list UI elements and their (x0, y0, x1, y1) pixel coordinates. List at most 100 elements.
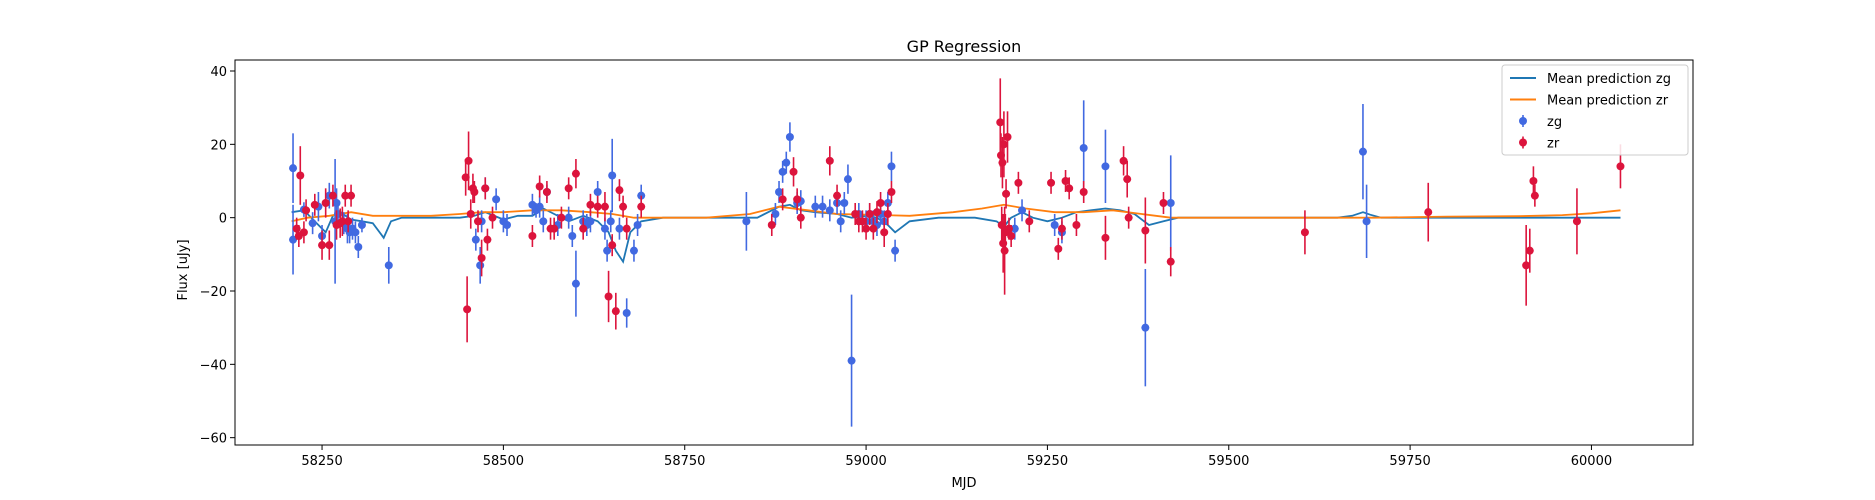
marker-zr (1025, 217, 1034, 226)
y-tick-label: −20 (200, 285, 227, 300)
y-axis-label: Flux [uJy] (176, 239, 191, 300)
marker-zr (793, 195, 802, 204)
marker-zr (1072, 221, 1081, 229)
marker-zr (998, 158, 1007, 167)
data-point-zr (1079, 181, 1088, 203)
y-tick-label: 0 (219, 212, 227, 227)
data-point-zr (341, 184, 350, 207)
data-point-zg (564, 206, 573, 229)
marker-zr (564, 184, 573, 193)
marker-zg (289, 164, 298, 173)
marker-zg (332, 199, 341, 207)
marker-zg (1010, 224, 1019, 233)
marker-zg (836, 217, 845, 226)
data-point-zr (865, 203, 874, 225)
marker-zg (1101, 162, 1110, 171)
marker-zr (557, 213, 566, 222)
data-point-zg (1101, 129, 1110, 203)
data-point-zr (1572, 188, 1581, 255)
chart-title: GP Regression (907, 37, 1022, 56)
marker-zg (1358, 147, 1367, 156)
data-point-zr (1047, 171, 1056, 194)
data-point-zr (1124, 206, 1133, 229)
marker-zr (999, 140, 1008, 149)
data-point-zg (891, 239, 900, 262)
marker-zr (535, 182, 544, 191)
marker-zr (550, 224, 559, 233)
marker-zr (611, 307, 620, 316)
marker-zr (347, 191, 356, 200)
marker-zr (1079, 188, 1088, 196)
x-tick-label: 59750 (1389, 454, 1430, 469)
data-point-zr (488, 206, 497, 229)
data-point-zg (785, 122, 794, 152)
data-point-zr (463, 276, 472, 343)
marker-zg (887, 162, 896, 171)
marker-zr (1166, 257, 1175, 266)
marker-zg (564, 213, 573, 222)
marker-zr (542, 188, 551, 196)
data-point-zr (338, 206, 347, 236)
legend-label: zg (1547, 115, 1562, 130)
y-tick-label: 20 (210, 138, 227, 153)
data-point-zg (608, 138, 617, 213)
marker-zr (1002, 189, 1011, 198)
data-point-zr (869, 217, 878, 240)
data-point-zr (1166, 247, 1175, 277)
marker-zg (891, 246, 900, 255)
marker-zr (528, 232, 537, 240)
marker-zg (818, 202, 827, 211)
marker-zr (858, 217, 867, 226)
marker-zr (1119, 156, 1128, 165)
data-point-zr (344, 210, 353, 233)
data-point-zg (351, 221, 360, 244)
data-point-zr (1529, 166, 1538, 196)
marker-zr (338, 217, 347, 226)
marker-zg (825, 206, 834, 215)
data-point-zg (782, 151, 791, 174)
marker-zg (289, 235, 298, 244)
marker-zg (476, 261, 485, 270)
marker-zg (603, 246, 612, 255)
data-point-zr (999, 111, 1008, 178)
marker-zr (321, 199, 330, 207)
data-point-zg (771, 203, 780, 225)
marker-zr (869, 224, 878, 233)
data-point-zg (836, 210, 845, 233)
data-point-zr (464, 131, 473, 191)
marker-zr (474, 217, 482, 226)
marker-zg (308, 219, 317, 228)
data-point-zg (1141, 269, 1150, 387)
data-point-zr (579, 217, 588, 240)
marker-zr (883, 210, 892, 218)
data-point-zr (1141, 197, 1150, 264)
marker-zg (471, 235, 480, 244)
marker-zr (470, 188, 479, 196)
marker-zr (637, 202, 646, 211)
data-point-zg (633, 214, 642, 236)
marker-zr (1300, 228, 1309, 237)
marker-zr (1159, 199, 1168, 207)
data-point-zg (778, 160, 787, 183)
data-point-zr (1119, 146, 1128, 176)
data-point-zr (557, 206, 566, 229)
marker-zr (1141, 226, 1150, 235)
marker-zr (344, 217, 353, 226)
data-point-zr (1025, 210, 1034, 233)
marker-zr (1057, 224, 1066, 233)
marker-zr (865, 210, 874, 218)
data-point-zg (289, 204, 298, 275)
data-point-zg (825, 199, 834, 222)
marker-zg (586, 217, 595, 226)
marker-zr (299, 228, 308, 237)
legend-marker-swatch (1519, 138, 1527, 147)
data-point-zr (461, 159, 470, 196)
marker-zg (354, 243, 363, 251)
data-point-zg (603, 239, 612, 262)
marker-zr (1424, 208, 1433, 217)
marker-zr (778, 195, 787, 204)
data-point-zg (1050, 214, 1059, 236)
marker-zg (811, 202, 820, 211)
data-point-zg (1362, 184, 1371, 258)
marker-zr (767, 221, 776, 229)
